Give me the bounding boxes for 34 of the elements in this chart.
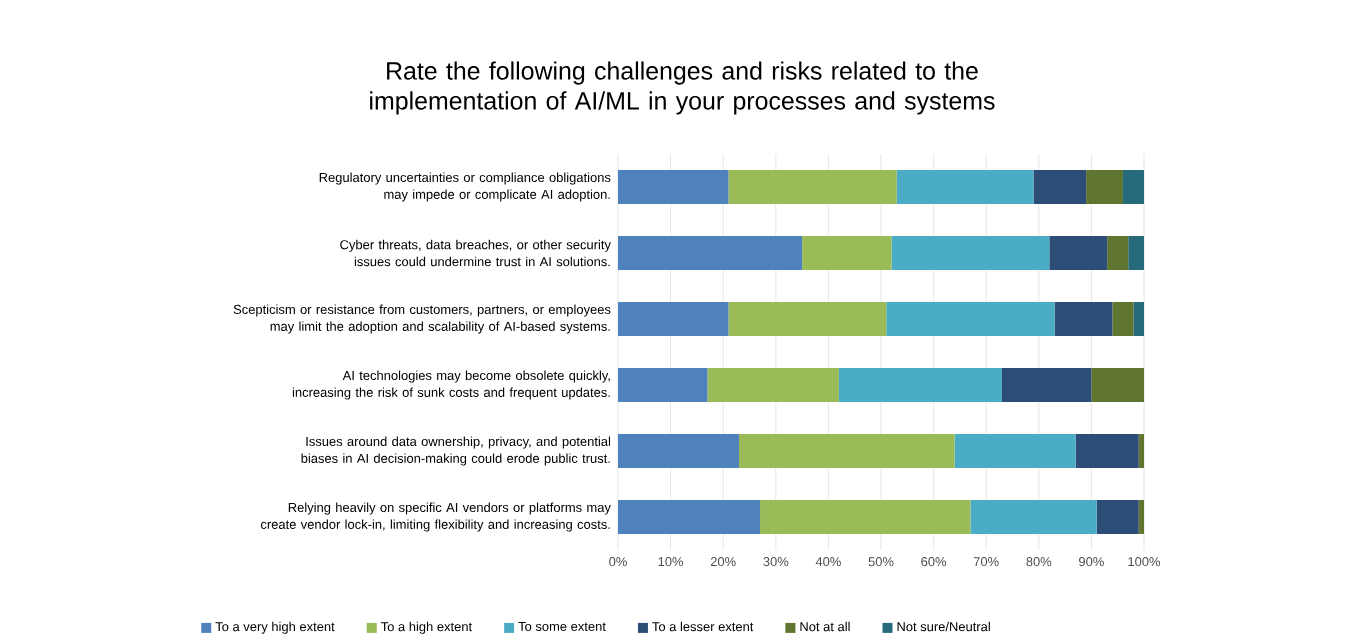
bar: [1107, 235, 1129, 270]
bar: [1086, 169, 1123, 204]
bar: [970, 499, 1097, 534]
bar: [1112, 301, 1134, 336]
bar: [728, 301, 887, 336]
bar: [954, 433, 1076, 468]
bar: [1133, 301, 1144, 336]
chart-title: Rate the following challenges and risks related to the implementation of AI/ML in your processes and systems: [370, 61, 995, 115]
bar: [707, 367, 839, 402]
bar: [1128, 235, 1144, 270]
bar: [1001, 367, 1092, 402]
bar: [618, 367, 708, 402]
bar: [1033, 169, 1087, 204]
bar: [1075, 433, 1139, 468]
bar: [618, 499, 761, 534]
bar: [1091, 367, 1144, 402]
bar: [802, 235, 892, 270]
bar: [1049, 235, 1108, 270]
bar: [760, 499, 971, 534]
bar: [618, 235, 803, 270]
bar: [1122, 169, 1144, 204]
bar: [886, 301, 1055, 336]
bar: [1138, 499, 1144, 534]
bar: [838, 367, 1002, 402]
bar: [896, 169, 1034, 204]
bar: [738, 433, 955, 468]
bar: [1138, 433, 1144, 468]
bar: [618, 169, 729, 204]
bar: [891, 235, 1050, 270]
bar: [618, 433, 739, 468]
bar: [1096, 499, 1139, 534]
bar: [1054, 301, 1113, 336]
bar: [728, 169, 897, 204]
bar: [618, 301, 729, 336]
